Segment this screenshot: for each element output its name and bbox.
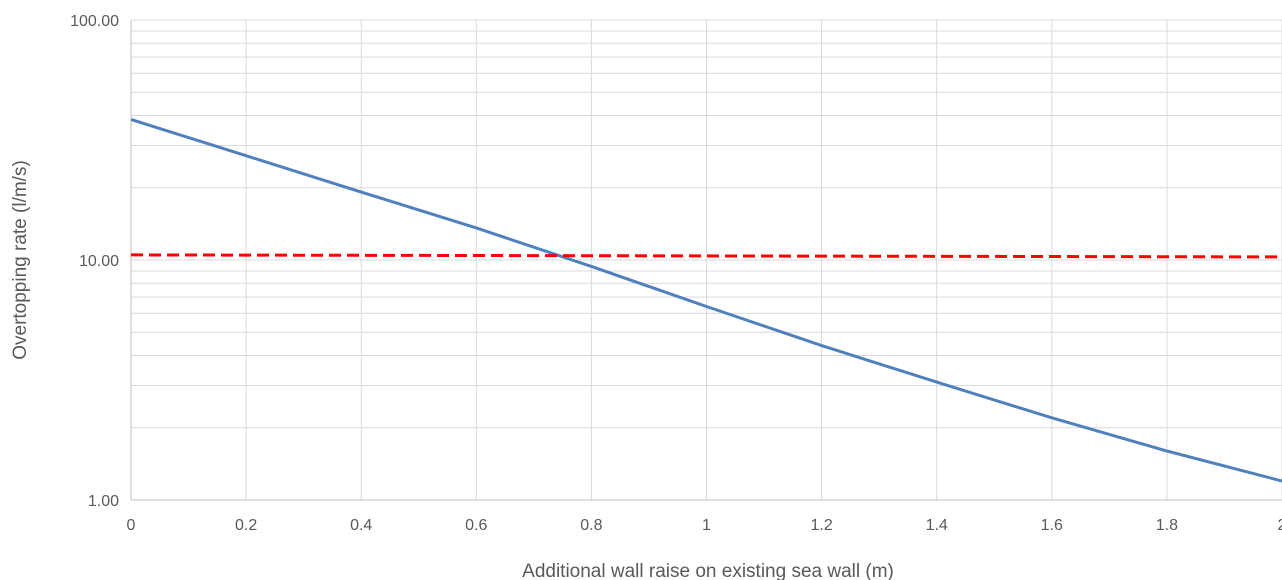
series-group bbox=[130, 118, 1282, 483]
x-axis-title: Additional wall raise on existing sea wa… bbox=[522, 561, 894, 580]
threshold-dashed-line bbox=[130, 253, 1282, 259]
x-tick-label: 1.8 bbox=[1156, 517, 1178, 534]
x-tick-label: 1.6 bbox=[1041, 517, 1063, 534]
x-tick-label: 0 bbox=[127, 517, 136, 534]
x-tick-label: 1.4 bbox=[926, 517, 948, 534]
y-tick-label: 1.00 bbox=[88, 493, 119, 510]
overtopping-rate-line bbox=[130, 118, 1282, 483]
grid bbox=[130, 19, 1282, 501]
x-tick-label: 1.2 bbox=[810, 517, 832, 534]
x-tick-label: 0.2 bbox=[235, 517, 257, 534]
y-tick-label: 10.00 bbox=[79, 253, 119, 270]
x-tick-label: 1 bbox=[702, 517, 711, 534]
x-tick-label: 0.8 bbox=[580, 517, 602, 534]
y-axis-title: Overtopping rate (l/m/s) bbox=[10, 160, 31, 360]
x-tick-label: 0.6 bbox=[465, 517, 487, 534]
x-tick-label: 0.4 bbox=[350, 517, 372, 534]
tick-labels: 0 0.2 0.4 0.6 0.8 1 1.2 1.4 1.6 1.8 2 1.00 10.00 100.… bbox=[70, 13, 1282, 534]
x-tick-label: 2 bbox=[1278, 517, 1282, 534]
y-tick-label: 100.00 bbox=[70, 13, 119, 30]
